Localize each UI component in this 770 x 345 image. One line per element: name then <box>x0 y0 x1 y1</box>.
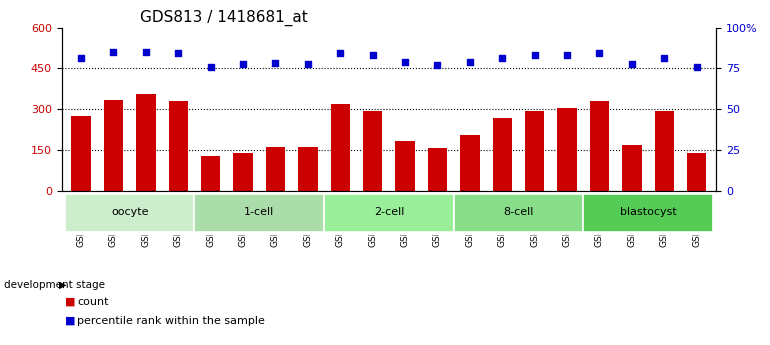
Point <box>334 50 346 56</box>
Point <box>367 52 379 58</box>
Bar <box>460 135 480 191</box>
Text: 1-cell: 1-cell <box>244 207 274 217</box>
Text: 2-cell: 2-cell <box>373 207 404 217</box>
Text: percentile rank within the sample: percentile rank within the sample <box>77 316 265 326</box>
Bar <box>324 194 454 233</box>
Text: ■: ■ <box>65 297 76 307</box>
Point <box>399 59 411 65</box>
Bar <box>136 95 156 191</box>
Bar <box>233 153 253 191</box>
Point <box>528 52 541 58</box>
Bar <box>557 108 577 191</box>
Bar <box>395 141 415 191</box>
Text: ■: ■ <box>65 316 76 326</box>
Bar <box>622 145 641 191</box>
Point <box>626 61 638 66</box>
Text: count: count <box>77 297 109 307</box>
Point <box>496 56 508 61</box>
Bar <box>454 194 583 233</box>
Point <box>270 60 282 66</box>
Bar <box>493 118 512 191</box>
Point <box>594 51 606 56</box>
Point <box>107 49 119 55</box>
Bar <box>525 111 544 191</box>
Point <box>205 65 217 70</box>
Bar <box>169 101 188 191</box>
Point <box>561 52 573 58</box>
Bar <box>330 104 350 191</box>
Point <box>658 55 671 60</box>
Bar <box>65 194 195 233</box>
Text: GDS813 / 1418681_at: GDS813 / 1418681_at <box>140 10 308 26</box>
Point <box>75 55 87 60</box>
Point <box>464 59 476 65</box>
Bar <box>266 147 285 191</box>
Bar <box>427 148 447 191</box>
Text: 8-cell: 8-cell <box>504 207 534 217</box>
Text: ▶: ▶ <box>59 280 67 289</box>
Point <box>237 62 249 67</box>
Bar <box>298 147 317 191</box>
Point <box>431 62 444 68</box>
Bar <box>363 111 383 191</box>
Bar <box>590 101 609 191</box>
Point <box>172 51 184 56</box>
Text: development stage: development stage <box>4 280 105 289</box>
Point <box>139 49 152 55</box>
Text: oocyte: oocyte <box>111 207 149 217</box>
Bar <box>104 100 123 191</box>
Bar <box>654 111 674 191</box>
Text: blastocyst: blastocyst <box>620 207 676 217</box>
Bar <box>201 156 220 191</box>
Bar <box>687 153 706 191</box>
Point <box>691 65 703 70</box>
Point <box>302 61 314 66</box>
Bar <box>583 194 713 233</box>
Bar <box>72 116 91 191</box>
Bar <box>195 194 324 233</box>
